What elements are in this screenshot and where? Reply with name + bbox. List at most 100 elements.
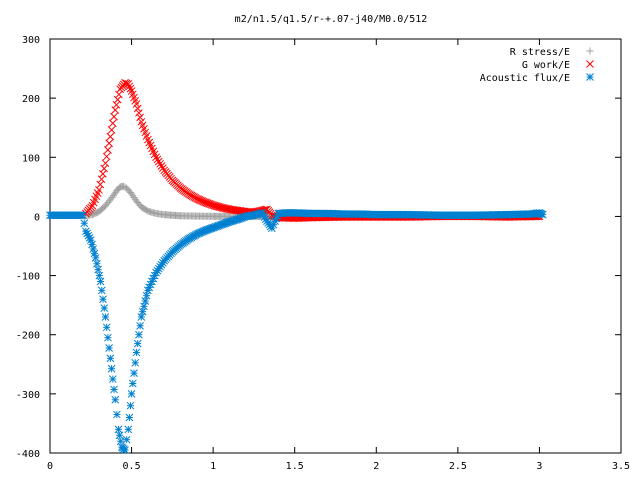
data-point — [122, 435, 131, 444]
data-point — [128, 190, 136, 198]
data-point — [148, 277, 156, 286]
data-point — [110, 385, 118, 394]
data-point — [96, 277, 105, 286]
data-point — [104, 146, 112, 154]
data-point — [101, 313, 110, 321]
data-point — [107, 126, 116, 134]
data-point — [113, 410, 121, 419]
data-point — [135, 109, 143, 117]
data-point — [111, 395, 120, 404]
data-point — [132, 100, 141, 108]
data-point — [109, 192, 117, 200]
x-tick-label: 2 — [373, 461, 379, 472]
data-point — [126, 84, 135, 93]
data-point — [93, 259, 101, 268]
data-point — [106, 354, 115, 363]
data-point — [130, 194, 138, 202]
data-point — [97, 286, 106, 295]
data-point — [125, 82, 134, 91]
y-tick-label: 0 — [34, 212, 40, 223]
legend-label: G work/E — [522, 60, 570, 71]
legend-label: R stress/E — [510, 47, 570, 58]
data-point — [108, 375, 117, 383]
data-point — [110, 190, 118, 198]
data-point — [99, 295, 107, 304]
data-point — [133, 104, 142, 113]
data-point — [108, 119, 117, 128]
data-point — [104, 333, 112, 342]
data-point — [154, 157, 163, 166]
data-point — [107, 364, 116, 373]
data-point — [127, 390, 136, 398]
y-tick-label: -200 — [16, 331, 40, 342]
data-point — [94, 265, 102, 274]
data-point — [201, 198, 209, 207]
data-point — [157, 162, 166, 170]
data-point — [111, 106, 120, 114]
data-point — [129, 192, 137, 200]
data-point — [141, 297, 150, 305]
data-point — [102, 323, 111, 332]
data-point — [105, 139, 113, 148]
data-point — [153, 155, 162, 164]
data-point — [124, 80, 133, 88]
y-axis: -400 -300 -200 -100 0 100 200 300 — [16, 35, 621, 460]
x-tick-label: 2.5 — [449, 461, 467, 472]
legend-marker — [586, 47, 594, 55]
data-point — [115, 90, 123, 99]
y-tick-label: 200 — [22, 94, 40, 105]
x-tick-label: 3.5 — [612, 461, 630, 472]
data-point — [124, 425, 133, 434]
data-point — [140, 302, 148, 311]
data-point — [102, 152, 111, 161]
data-point — [100, 164, 109, 173]
data-point — [126, 401, 135, 410]
y-tick-label: -300 — [16, 390, 40, 401]
data-point — [121, 446, 129, 454]
legend-marker — [586, 60, 594, 68]
x-tick-label: 3 — [536, 461, 542, 472]
data-point — [205, 199, 213, 208]
data-point — [136, 321, 144, 330]
data-point — [152, 153, 160, 162]
data-point — [136, 113, 144, 122]
data-point — [195, 196, 204, 204]
x-tick-label: 0.5 — [123, 461, 141, 472]
data-point — [96, 180, 105, 189]
data-point — [142, 291, 151, 300]
data-point — [119, 182, 127, 190]
data-point — [110, 112, 118, 121]
series-layer — [46, 78, 547, 454]
data-point — [88, 240, 96, 249]
data-point — [125, 413, 134, 422]
series-2 — [46, 209, 547, 454]
data-point — [130, 369, 138, 378]
plot-border — [49, 38, 622, 454]
data-point — [132, 348, 141, 357]
data-point — [116, 437, 125, 446]
data-point — [91, 253, 100, 262]
x-tick-label: 1 — [210, 461, 216, 472]
data-point — [100, 304, 109, 312]
data-point — [108, 194, 116, 202]
data-point — [89, 245, 98, 253]
legend-label: Acoustic flux/E — [480, 73, 570, 84]
data-point — [538, 210, 547, 219]
data-point — [128, 379, 137, 388]
plot-frame — [49, 38, 622, 454]
data-point — [192, 194, 201, 203]
data-point — [97, 175, 106, 184]
data-point — [101, 159, 110, 168]
data-point — [198, 197, 207, 205]
data-point — [135, 330, 143, 339]
x-tick-label: 0 — [47, 461, 53, 472]
data-point — [80, 219, 89, 228]
data-point — [197, 196, 205, 205]
legend: R stress/E G work/E Acoustic flux/E — [480, 47, 594, 84]
data-point — [105, 344, 113, 352]
series-1 — [82, 78, 544, 223]
data-point — [156, 159, 164, 168]
data-point — [95, 271, 104, 280]
legend-marker — [586, 73, 594, 81]
